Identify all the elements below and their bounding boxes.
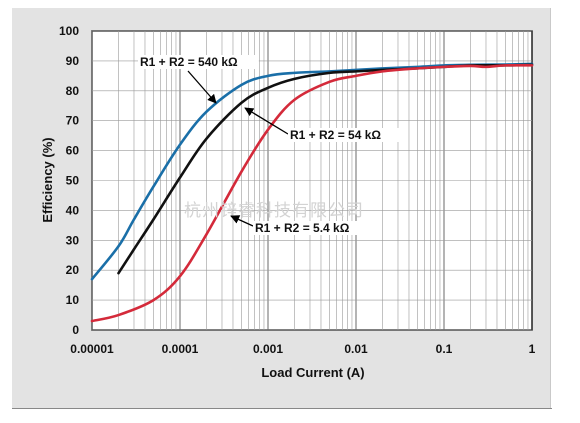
x-tick-label: 0.001	[253, 342, 283, 356]
y-tick-label: 10	[66, 293, 80, 307]
y-tick-label: 80	[66, 84, 80, 98]
annotation-arrow	[187, 70, 217, 104]
series-line-2	[90, 63, 534, 323]
annotation-bg	[138, 55, 259, 69]
x-tick-label: 0.00001	[70, 342, 114, 356]
annotation-label: R1 + R2 = 5.4 kΩ	[255, 221, 350, 235]
grid	[91, 30, 532, 331]
y-tick-label: 70	[66, 114, 80, 128]
x-axis-ticks: 0.00001 0.0001 0.001 0.01 0.1 1	[70, 342, 535, 356]
annotation-label: R1 + R2 = 540 kΩ	[140, 55, 238, 69]
annotation-arrow	[230, 215, 254, 227]
x-tick-label: 0.01	[344, 342, 368, 356]
y-axis-ticks: 0 10 20 30 40 50 60 70 80 90 100	[59, 24, 79, 337]
frame-base-line	[12, 408, 552, 409]
y-tick-label: 30	[66, 233, 80, 247]
y-axis-title: Efficiency (%)	[40, 137, 55, 222]
watermark: 杭州锌睿科技有限公司	[184, 201, 364, 221]
annotation-label: R1 + R2 = 54 kΩ	[290, 128, 381, 142]
x-tick-label: 0.1	[436, 342, 453, 356]
x-tick-label: 0.0001	[162, 342, 199, 356]
series-group	[90, 62, 534, 323]
annotation-bg	[288, 128, 402, 142]
annotation-bg	[253, 221, 374, 235]
y-tick-label: 50	[66, 174, 80, 188]
y-tick-label: 60	[66, 144, 80, 158]
y-tick-label: 20	[66, 263, 80, 277]
y-tick-label: 40	[66, 203, 80, 217]
annotations: R1 + R2 = 540 kΩ R1 + R2 = 54 kΩ R1 + R2 =…	[138, 55, 402, 235]
y-tick-label: 90	[66, 54, 80, 68]
annotation-arrow	[244, 107, 289, 135]
x-axis-title: Load Current (A)	[261, 365, 364, 380]
y-tick-label: 100	[59, 24, 79, 38]
y-tick-label: 0	[72, 323, 79, 337]
x-tick-label: 1	[529, 342, 536, 356]
